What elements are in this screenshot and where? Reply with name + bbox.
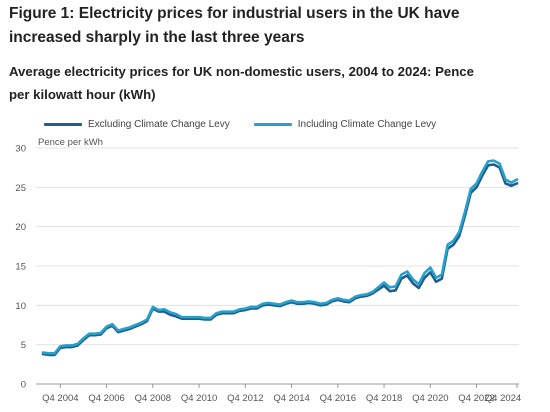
series-layer — [41, 159, 519, 357]
grid-layer — [36, 147, 519, 385]
series-line-including-ccl — [41, 159, 519, 355]
x-tick-label: Q4 2014 — [273, 393, 309, 404]
y-tick-label: 15 — [15, 262, 26, 273]
figure-title: Figure 1: Electricity prices for industr… — [9, 5, 460, 46]
y-axis-label: Pence per kWh — [38, 137, 103, 148]
x-tick-label: Q4 2020 — [412, 393, 448, 404]
line-chart: Pence per kWh 0 5 10 15 20 25 30 Q4 2004 Q4 2006… — [15, 137, 521, 405]
x-tick-label: Q4 2024 — [485, 393, 521, 404]
y-tick-label: 0 — [21, 380, 26, 391]
x-tick-label: Q4 2010 — [181, 393, 217, 404]
x-tick-label: Q4 2022 — [458, 393, 494, 404]
x-tick-label: Q4 2004 — [42, 393, 78, 404]
axis-layer: 0 5 10 15 20 25 30 Q4 2004 Q4 2006 Q4 2008 Q4 2010… — [15, 144, 521, 405]
y-tick-label: 20 — [15, 222, 26, 233]
x-tick-label: Q4 2006 — [88, 393, 124, 404]
y-tick-label: 30 — [15, 144, 26, 155]
chart-subtitle: Average electricity prices for UK non-do… — [9, 64, 474, 102]
x-tick-label: Q4 2016 — [320, 393, 356, 404]
y-tick-label: 5 — [21, 340, 26, 351]
legend-label-including: Including Climate Change Levy — [297, 118, 437, 130]
y-tick-label: 25 — [15, 183, 26, 194]
x-tick-label: Q4 2018 — [366, 393, 402, 404]
legend-swatch-including — [253, 122, 292, 126]
legend-item-including: Including Climate Change Levy — [253, 118, 437, 130]
x-tick-label: Q4 2012 — [227, 393, 263, 404]
legend-swatch-excluding — [44, 122, 82, 126]
y-tick-label: 10 — [15, 301, 26, 312]
legend-label-excluding: Excluding Climate Change Levy — [88, 118, 230, 130]
legend-item-excluding: Excluding Climate Change Levy — [44, 119, 230, 130]
x-tick-label: Q4 2008 — [135, 393, 171, 404]
series-line-excluding-ccl — [41, 163, 519, 357]
chart-legend: Excluding Climate Change Levy Including … — [44, 117, 460, 131]
